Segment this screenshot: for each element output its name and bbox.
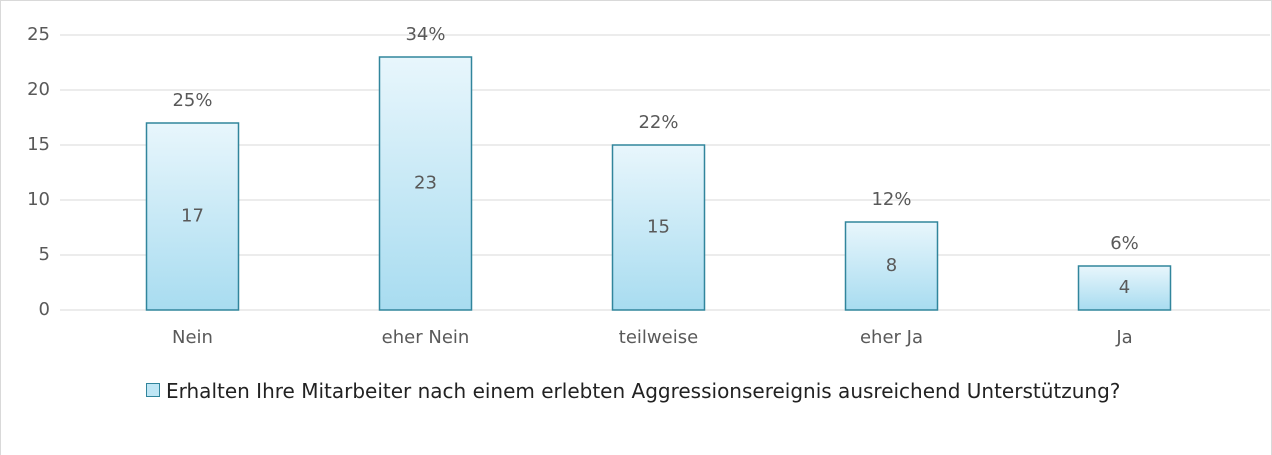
y-tick-label: 25 — [27, 24, 50, 45]
x-tick-label: Nein — [172, 327, 213, 348]
bar — [378, 56, 473, 311]
x-tick-label: eher Nein — [382, 327, 470, 348]
y-tick-label: 15 — [27, 134, 50, 155]
y-tick-label: 20 — [27, 79, 50, 100]
value-label: 4 — [1119, 277, 1130, 298]
y-tick-label: 10 — [27, 189, 50, 210]
percent-label: 25% — [172, 90, 212, 111]
y-tick-label: 0 — [39, 299, 50, 320]
percent-label: 6% — [1110, 233, 1139, 254]
bar — [1077, 265, 1172, 311]
legend: Erhalten Ihre Mitarbeiter nach einem erl… — [146, 376, 1146, 406]
bar — [611, 144, 706, 311]
x-tick-label: eher Ja — [860, 327, 923, 348]
percent-label: 34% — [405, 24, 445, 45]
bar — [145, 122, 240, 311]
legend-swatch — [146, 383, 160, 397]
value-label: 15 — [647, 217, 670, 238]
percent-label: 12% — [871, 189, 911, 210]
x-tick-label: Ja — [1115, 327, 1132, 348]
bar — [844, 221, 939, 311]
y-tick-label: 5 — [39, 244, 50, 265]
x-tick-label: teilweise — [619, 327, 698, 348]
value-label: 23 — [414, 173, 437, 194]
value-label: 8 — [886, 255, 897, 276]
value-label: 17 — [181, 206, 204, 227]
percent-label: 22% — [638, 112, 678, 133]
legend-label: Erhalten Ihre Mitarbeiter nach einem erl… — [166, 379, 1121, 403]
